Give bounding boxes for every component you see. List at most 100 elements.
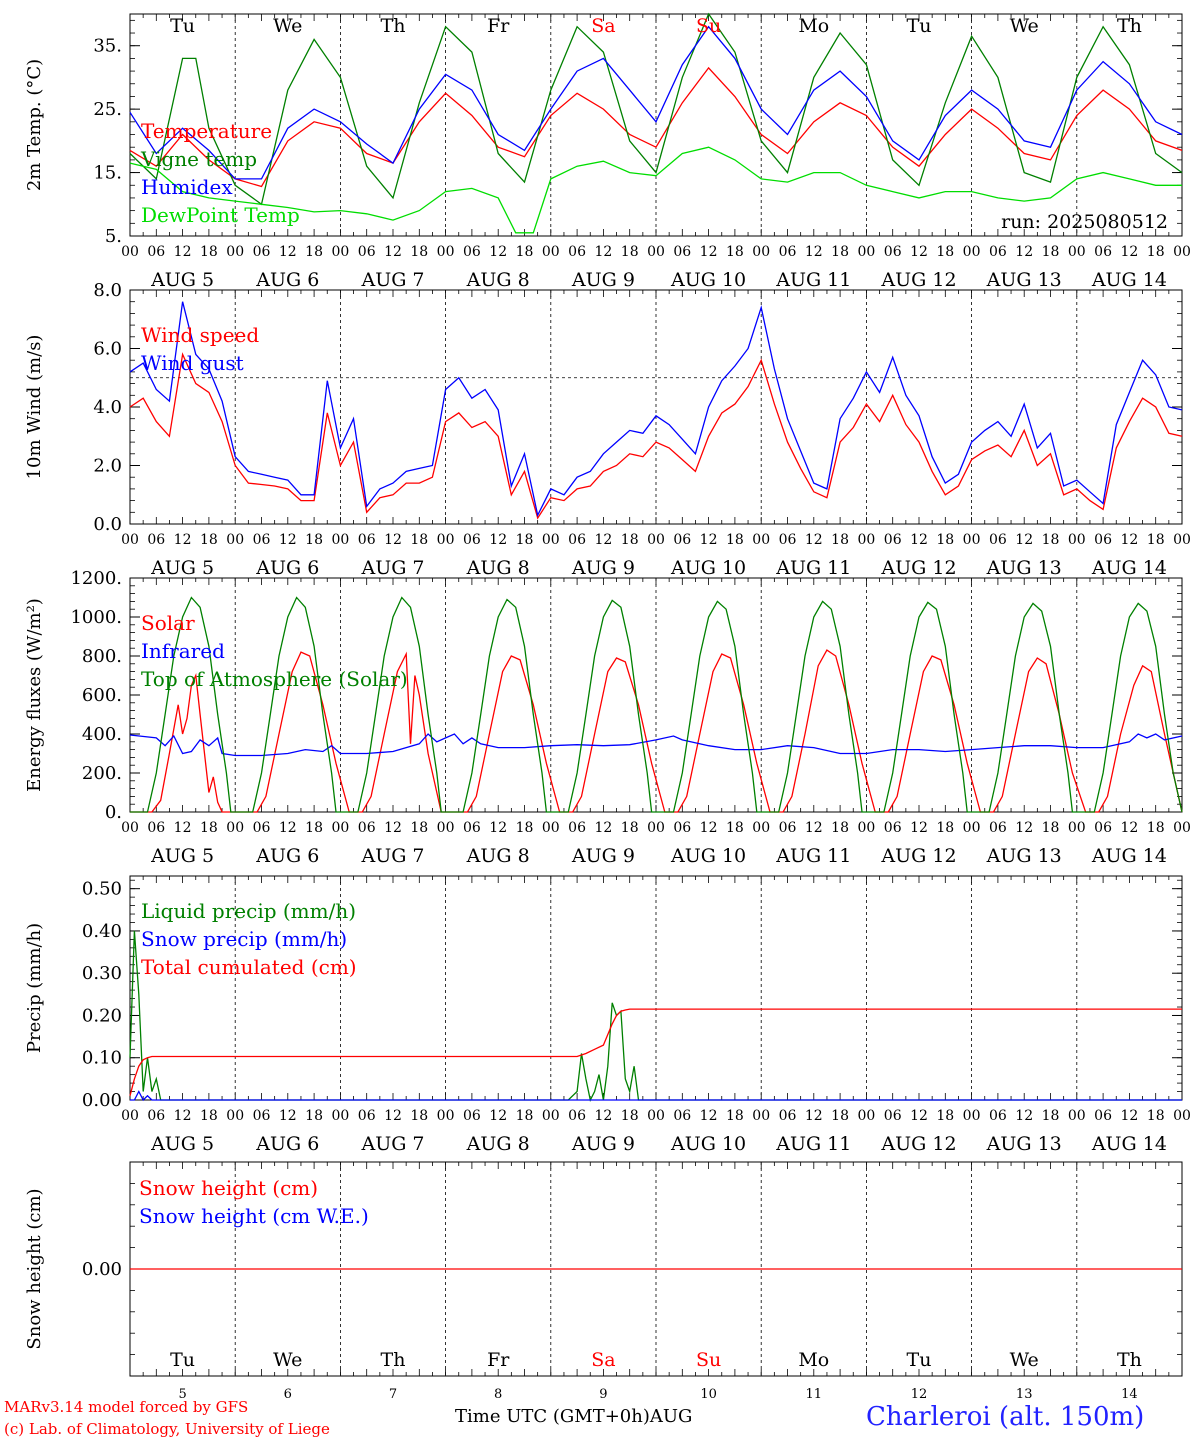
y-tick-label: 0.40 [82, 921, 122, 942]
hour-tick-label: 18 [936, 532, 954, 548]
model-credit: MARv3.14 model forced by GFS [4, 1398, 249, 1416]
hour-tick-label: 06 [147, 1108, 165, 1124]
hour-tick-label: 18 [516, 1108, 534, 1124]
series-line-wind-speed [129, 352, 1183, 520]
hour-tick-label: 06 [779, 244, 797, 260]
legend-entry: Humidex [141, 175, 233, 199]
y-tick-label: 0.20 [82, 1005, 122, 1026]
hour-tick-label: 12 [279, 820, 297, 836]
hour-tick-label: 12 [910, 820, 928, 836]
hour-tick-label: 12 [700, 820, 718, 836]
day-name: Sa [591, 1349, 615, 1371]
day-name: Tu [907, 15, 932, 37]
hour-tick-label: 12 [594, 1108, 612, 1124]
legend-entry: Vigne temp [140, 147, 257, 171]
series-line-dewpoint-temp [129, 146, 1182, 234]
y-tick-label: 1000. [70, 607, 122, 628]
hour-tick-label: 00 [752, 532, 770, 548]
hour-tick-label: 18 [831, 532, 849, 548]
series-line-wind-gust [129, 301, 1183, 518]
series-line-temperature [129, 66, 1183, 188]
hour-tick-label: 00 [857, 532, 875, 548]
hour-tick-label: 06 [1094, 244, 1112, 260]
y-tick-label: 15. [93, 163, 122, 184]
date-label: AUG 7 [360, 557, 424, 579]
hour-tick-label: 12 [1120, 532, 1138, 548]
date-label: AUG 14 [1091, 269, 1167, 291]
date-label: AUG 9 [571, 557, 635, 579]
hour-tick-label: 00 [226, 1108, 244, 1124]
hour-tick-label: 12 [805, 244, 823, 260]
y-axis-label: Energy fluxes (W/m²) [24, 598, 45, 792]
hour-tick-label: 12 [384, 532, 402, 548]
hour-tick-label: 18 [305, 244, 323, 260]
hour-tick-label: 00 [437, 244, 455, 260]
hour-tick-label: 06 [253, 244, 271, 260]
y-tick-label: 6.0 [93, 339, 122, 360]
hour-tick-label: 06 [463, 244, 481, 260]
day-name: Su [696, 15, 721, 37]
date-label: AUG 10 [670, 269, 746, 291]
hour-tick-label: 06 [463, 532, 481, 548]
day-number: 13 [1016, 1387, 1033, 1402]
hour-tick-label: 18 [726, 1108, 744, 1124]
hour-tick-label: 00 [647, 532, 665, 548]
hour-tick-label: 18 [200, 244, 218, 260]
hour-tick-label: 18 [1042, 244, 1060, 260]
hour-tick-label: 00 [542, 532, 560, 548]
date-label: AUG 12 [880, 1133, 956, 1155]
day-number: 10 [700, 1387, 717, 1402]
hour-tick-label: 12 [174, 820, 192, 836]
hour-tick-label: 06 [147, 820, 165, 836]
y-tick-label: 0.30 [82, 963, 122, 984]
hour-tick-label: 12 [384, 1108, 402, 1124]
hour-tick-label: 18 [305, 820, 323, 836]
hour-tick-label: 06 [779, 820, 797, 836]
hour-tick-label: 18 [831, 1108, 849, 1124]
hour-tick-label: 06 [884, 1108, 902, 1124]
hour-tick-label: 18 [1042, 1108, 1060, 1124]
hour-tick-label: 18 [726, 532, 744, 548]
hour-tick-label: 06 [358, 820, 376, 836]
hour-tick-label: 12 [1120, 244, 1138, 260]
legend-entry: Solar [141, 611, 195, 635]
hour-tick-label: 18 [936, 244, 954, 260]
hour-tick-label: 06 [673, 532, 691, 548]
date-label: AUG 10 [670, 845, 746, 867]
legend-entry: Infrared [141, 639, 225, 663]
hour-tick-label: 18 [410, 244, 428, 260]
hour-tick-label: 06 [568, 532, 586, 548]
legend-entry: Snow height (cm W.E.) [139, 1204, 369, 1228]
hour-tick-label: 00 [437, 1108, 455, 1124]
hour-tick-label: 06 [463, 1108, 481, 1124]
date-label: AUG 13 [986, 269, 1062, 291]
hour-tick-label: 18 [1147, 820, 1165, 836]
hour-tick-label: 18 [936, 1108, 954, 1124]
y-tick-label: 0.50 [82, 879, 122, 900]
y-tick-label: 0.00 [82, 1259, 122, 1280]
legend-entry: Temperature [141, 119, 272, 143]
hour-tick-label: 18 [516, 532, 534, 548]
hour-tick-label: 12 [805, 1108, 823, 1124]
hour-tick-label: 18 [1147, 244, 1165, 260]
series-line-snow-precip-mm-h- [130, 1090, 1182, 1102]
hour-tick-label: 00 [542, 820, 560, 836]
hour-tick-label: 06 [884, 820, 902, 836]
day-number: 6 [284, 1387, 292, 1402]
date-label: AUG 12 [880, 557, 956, 579]
hour-tick-label: 00 [437, 820, 455, 836]
day-name: We [273, 1349, 302, 1371]
series-line-humidex [129, 25, 1183, 180]
hour-tick-label: 00 [647, 820, 665, 836]
hour-tick-label: 06 [989, 1108, 1007, 1124]
date-label: AUG 12 [880, 269, 956, 291]
hour-tick-label: 12 [594, 244, 612, 260]
hour-tick-label: 06 [1094, 532, 1112, 548]
hour-tick-label: 06 [253, 532, 271, 548]
legend-entry: Snow height (cm) [139, 1176, 318, 1200]
hour-tick-label: 00 [1173, 532, 1191, 548]
date-label: AUG 10 [670, 1133, 746, 1155]
hour-tick-label: 06 [253, 820, 271, 836]
hour-tick-label: 12 [279, 244, 297, 260]
date-label: AUG 6 [255, 269, 319, 291]
